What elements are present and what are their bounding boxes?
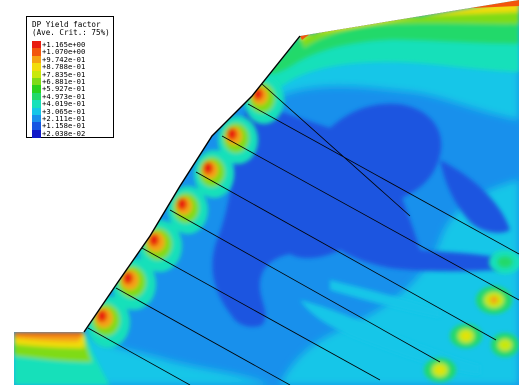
legend-value: +1.070e+00 — [42, 47, 86, 57]
legend-box: DP Yield factor (Ave. Crit.: 75%) +1.165… — [26, 16, 114, 138]
legend-value: +2.111e-01 — [42, 114, 86, 123]
end-hotspot-3 — [424, 358, 456, 382]
legend-swatch — [32, 100, 41, 109]
legend-value: +7.835e-01 — [42, 69, 86, 79]
legend-swatch — [32, 70, 41, 79]
legend-value: +1.158e-01 — [42, 121, 86, 131]
legend-value: +4.973e-01 — [42, 91, 86, 101]
legend-entry: +1.070e+00 — [32, 47, 112, 57]
legend-entry: +8.788e-01 — [32, 62, 112, 72]
legend-entry: +1.165e+00 — [32, 40, 112, 49]
hotspot-4 — [168, 186, 208, 234]
legend-swatch — [32, 129, 41, 138]
toe-red — [14, 332, 84, 336]
legend-value: +6.881e-01 — [42, 77, 86, 86]
legend-entry: +4.019e-01 — [32, 99, 112, 109]
hotspot-5 — [194, 150, 234, 198]
anchor-line-4 — [169, 209, 441, 363]
deep-blue-lobe — [440, 160, 510, 233]
crest-red-band — [300, 0, 519, 40]
end-hotspot-4 — [489, 250, 519, 274]
anchor-line-6 — [221, 135, 519, 301]
hotspot-2 — [112, 258, 156, 310]
anchor-line-1 — [87, 327, 191, 385]
yellow-band-crest — [300, 0, 519, 40]
legend-value: +8.788e-01 — [42, 62, 86, 72]
toe-bands — [14, 332, 110, 385]
anchor-line-7 — [247, 103, 519, 255]
legend-entry: +7.835e-01 — [32, 69, 112, 79]
end-hotspot-1 — [476, 286, 512, 314]
legend-value: +5.927e-01 — [42, 84, 86, 94]
legend-value: +1.165e+00 — [42, 40, 86, 49]
legend-swatch — [32, 63, 41, 72]
legend-swatch — [32, 122, 41, 131]
end-hotspot-2 — [450, 324, 482, 348]
slope-face-outline — [83, 35, 301, 333]
legend-value: +4.019e-01 — [42, 99, 86, 109]
legend-swatch — [32, 115, 41, 123]
legend-entry: +6.881e-01 — [32, 77, 112, 86]
legend-entry: +2.111e-01 — [32, 114, 112, 123]
deep-blue-core — [212, 100, 500, 327]
legend-title: DP Yield factor — [32, 20, 101, 29]
end-hotspot-5 — [491, 333, 519, 357]
cyan-streak-1 — [300, 300, 480, 375]
legend-entry: +3.065e-01 — [32, 106, 112, 116]
legend-value: +9.742e-01 — [42, 54, 86, 64]
legend-entry: +2.038e-02 — [32, 128, 112, 138]
anchor-lines — [87, 83, 519, 385]
legend-value: +3.065e-01 — [42, 106, 86, 116]
anchor-line-2 — [115, 287, 291, 385]
legend-entry: +5.927e-01 — [32, 84, 112, 94]
cyan-streak-2 — [330, 280, 440, 318]
legend-swatch — [32, 107, 41, 116]
anchor-line-8 — [261, 83, 411, 217]
legend-swatch — [32, 48, 41, 57]
legend-value: +2.038e-02 — [42, 128, 86, 138]
anchor-end-hotspots — [424, 250, 519, 382]
legend-entry: +4.973e-01 — [32, 91, 112, 101]
legend-swatch — [32, 92, 41, 101]
anchor-head-hotspots — [86, 76, 284, 348]
anchor-line-3 — [141, 247, 381, 381]
legend-entry: +1.158e-01 — [32, 121, 112, 131]
legend-entry: +9.742e-01 — [32, 54, 112, 64]
legend-subtitle: (Ave. Crit.: 75%) — [32, 28, 110, 37]
legend-swatch — [32, 55, 41, 64]
legend-swatch — [32, 78, 41, 86]
anchor-line-5 — [195, 171, 497, 341]
legend-swatch — [32, 41, 41, 49]
legend-swatch — [32, 85, 41, 94]
hotspot-7 — [244, 76, 284, 124]
